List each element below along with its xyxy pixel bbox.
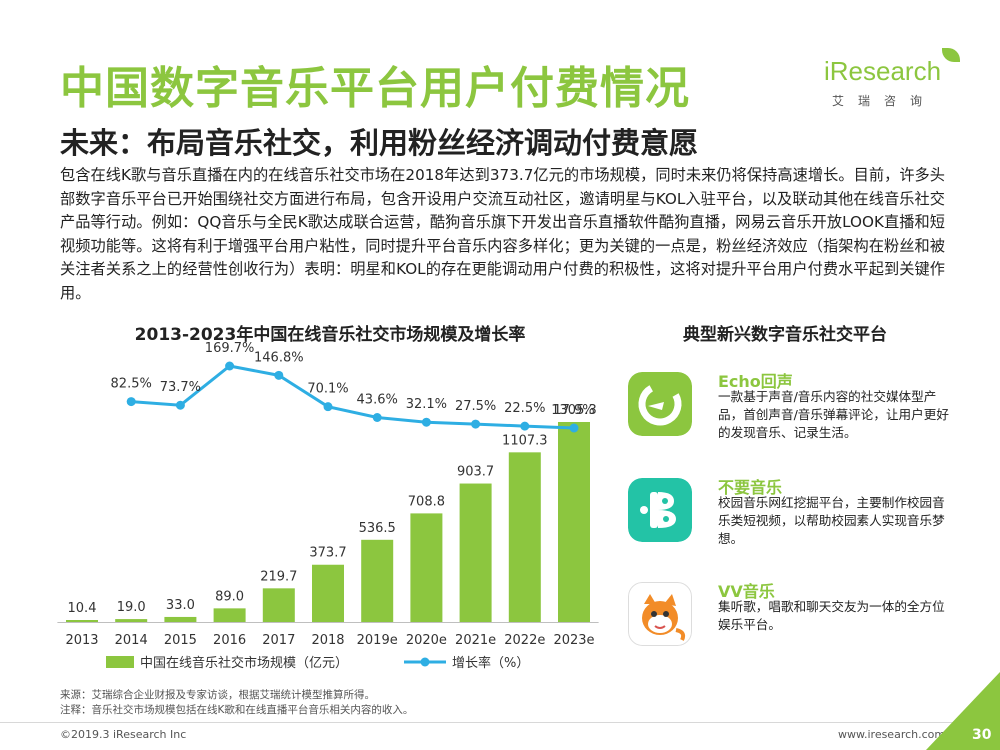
logo-leaf-icon [942, 48, 960, 62]
legend-bar-swatch [106, 656, 134, 668]
bar-value-label: 219.7 [260, 569, 297, 584]
bar-2019e [361, 539, 394, 622]
growth-value-label: 169.7% [205, 341, 255, 356]
bar-2017 [262, 588, 295, 622]
growth-point-2019e [372, 413, 382, 423]
legend-line-marker [420, 657, 430, 667]
growth-point-2018 [323, 402, 333, 412]
remark-note: 注释：音乐社交市场规模包括在线K歌和在线直播平台音乐相关内容的收入。 [60, 704, 414, 716]
growth-point-2014 [126, 397, 136, 407]
page-subtitle: 未来：布局音乐社交，利用粉丝经济调动付费意愿 [60, 126, 699, 160]
x-tick-label: 2019e [357, 633, 398, 648]
bar-value-label: 19.0 [117, 600, 146, 615]
bar-2022e [508, 452, 541, 622]
x-tick-label: 2013 [65, 633, 98, 648]
x-tick-label: 2016 [213, 633, 246, 648]
bar-2014 [115, 619, 148, 622]
platform-name: 不要音乐 [718, 478, 783, 497]
platform-description: 一款基于声音/音乐内容的社交媒体型产品，首创声音/音乐弹幕评论，让用户更好的发现… [718, 389, 949, 440]
x-tick-label: 2023e [553, 633, 594, 648]
footer-divider [0, 722, 1000, 723]
platform-name: VV音乐 [718, 582, 775, 601]
platform-vv: VV音乐 集听歌，唱歌和聊天交友为一体的全方位娱乐平台。 [628, 582, 958, 662]
source-note: 来源：艾瑞综合企业财报及专家访谈，根据艾瑞统计模型推算所得。 [60, 689, 375, 701]
x-tick-label: 2015 [164, 633, 197, 648]
legend-line-label: 增长率（%） [452, 655, 529, 671]
bar-value-label: 1107.3 [502, 433, 548, 448]
platform-name: Echo回声 [718, 372, 793, 391]
x-tick-label: 2017 [262, 633, 295, 648]
growth-point-2021e [471, 419, 481, 429]
bar-value-label: 33.0 [166, 598, 195, 613]
logo-brand: iResearch [824, 56, 942, 86]
echo-app-icon [628, 372, 692, 436]
chart-title: 2013-2023年中国在线音乐社交市场规模及增长率 [134, 325, 526, 345]
platform-buyao: 不要音乐 校园音乐网红挖掘平台，主要制作校园音乐类短视频，以帮助校园素人实现音乐… [628, 478, 958, 558]
bar-2016 [213, 608, 246, 622]
growth-value-label: 146.8% [254, 350, 304, 365]
bar-value-label: 1305.3 [551, 403, 597, 418]
vv-app-icon [628, 582, 692, 646]
page-title: 中国数字音乐平台用户付费情况 [60, 63, 690, 114]
bar-2013 [66, 620, 98, 622]
growth-point-2022e [520, 421, 530, 431]
bar-value-label: 903.7 [457, 465, 494, 480]
bar-value-label: 89.0 [215, 589, 244, 604]
website-link[interactable]: www.iresearch.com.cn [838, 728, 962, 741]
x-tick-label: 2018 [311, 633, 344, 648]
legend-bar-label: 中国在线音乐社交市场规模（亿元） [140, 655, 348, 671]
growth-value-label: 27.5% [455, 399, 496, 414]
growth-point-2020e [421, 417, 431, 427]
bar-value-label: 536.5 [359, 521, 396, 536]
growth-value-label: 82.5% [111, 377, 152, 392]
bar-2015 [164, 616, 197, 622]
platform-echo: Echo回声 一款基于声音/音乐内容的社交媒体型产品，首创声音/音乐弹幕评论，让… [628, 372, 958, 452]
market-size-chart: 10.4 2013 19.0 2014 33.0 2015 89.0 2016 219.7 201… [57, 341, 599, 671]
x-tick-label: 2020e [406, 633, 447, 648]
platforms-title: 典型新兴数字音乐社交平台 [683, 325, 887, 345]
page-number: 30 [972, 727, 992, 743]
x-tick-label: 2021e [455, 633, 496, 648]
growth-value-label: 32.1% [406, 397, 447, 412]
bar-value-label: 10.4 [68, 601, 97, 616]
iresearch-logo: iResearch 艾瑞咨询 [824, 48, 960, 112]
bar-2020e [410, 513, 443, 622]
growth-value-label: 43.6% [357, 393, 398, 408]
platform-description: 校园音乐网红挖掘平台，主要制作校园音乐类短视频，以帮助校园素人实现音乐梦想。 [718, 495, 945, 546]
growth-rate-line [131, 364, 575, 430]
bar-2018 [312, 564, 344, 622]
platform-description: 集听歌，唱歌和聊天交友为一体的全方位娱乐平台。 [718, 599, 945, 632]
buyao-app-icon [628, 478, 692, 542]
growth-value-label: 70.1% [307, 382, 348, 397]
bar-value-label: 708.8 [408, 494, 445, 509]
bar-value-label: 373.7 [309, 546, 346, 561]
growth-point-2017 [274, 370, 284, 380]
x-tick-label: 2022e [504, 633, 545, 648]
intro-paragraph: 包含在线K歌与音乐直播在内的在线音乐社交市场在2018年达到373.7亿元的市场… [60, 166, 945, 302]
growth-value-label: 17.9% [553, 403, 594, 418]
x-tick-label: 2014 [115, 633, 148, 648]
page-corner-decoration [926, 672, 1000, 750]
growth-value-label: 73.7% [160, 380, 201, 395]
growth-value-label: 22.5% [504, 401, 545, 416]
growth-point-2023e [569, 423, 579, 433]
bar-2023e [558, 422, 590, 622]
growth-point-2016 [225, 361, 235, 371]
logo-cn: 艾瑞咨询 [832, 94, 937, 108]
bar-2021e [459, 483, 492, 622]
copyright: ©2019.3 iResearch Inc [60, 728, 187, 741]
growth-point-2015 [175, 400, 185, 410]
